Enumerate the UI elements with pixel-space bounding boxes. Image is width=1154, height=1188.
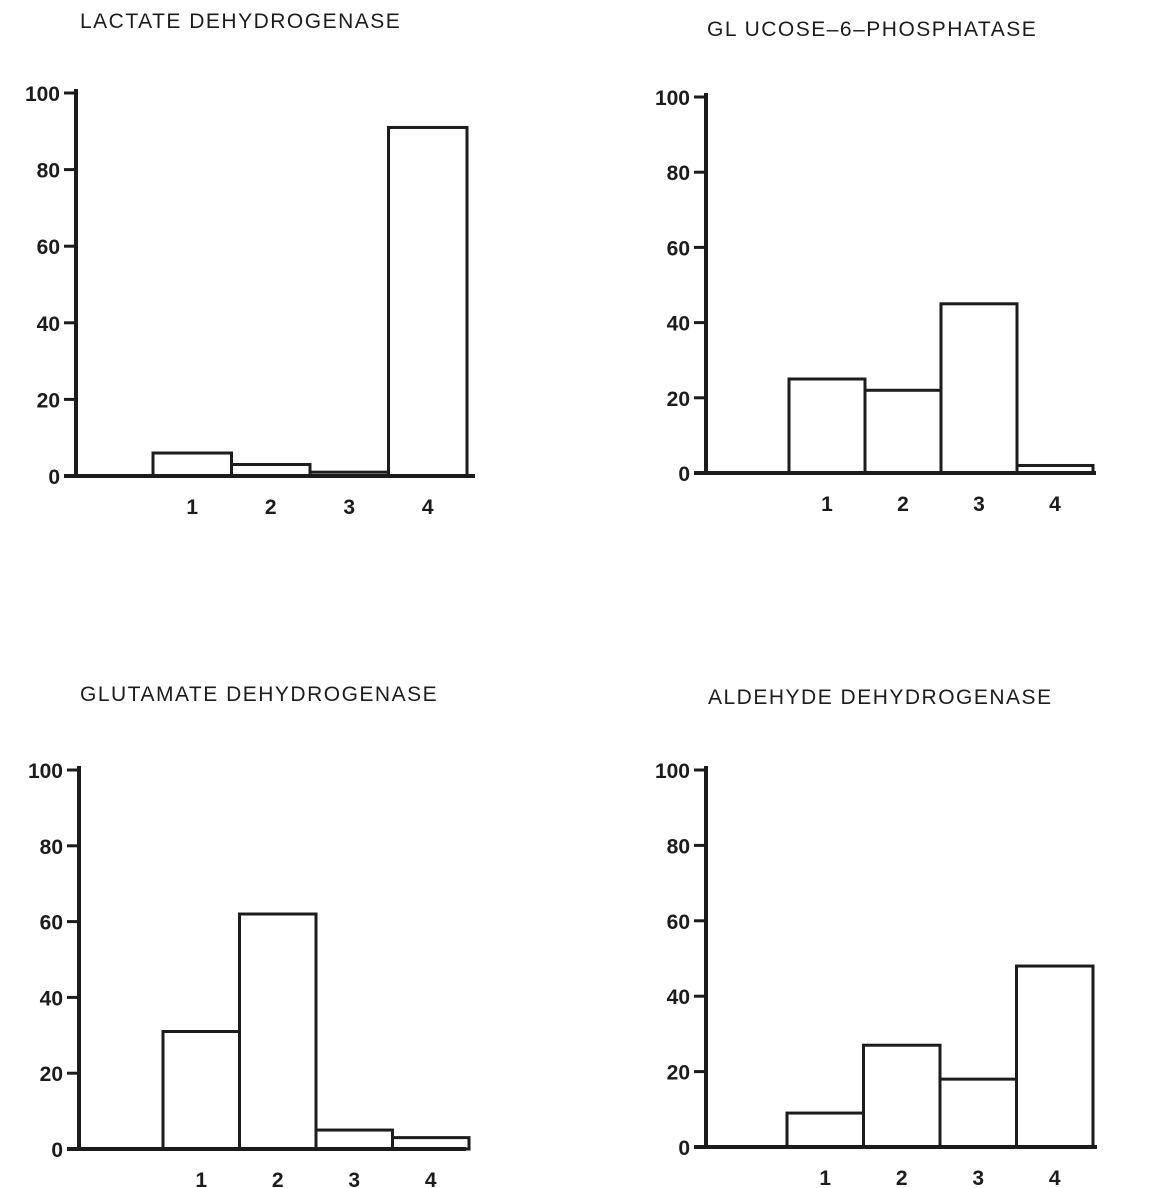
bar-3 (938, 1077, 1018, 1149)
y-tick-label: 0 (51, 1139, 63, 1162)
bar-1 (151, 451, 233, 478)
x-category-label: 1 (195, 1169, 207, 1188)
y-tick-label: 20 (40, 1063, 63, 1086)
y-tick-label: 20 (667, 388, 690, 411)
y-tick-label: 100 (28, 760, 63, 783)
x-category-label: 3 (972, 1167, 984, 1188)
x-category-label: 2 (896, 1167, 908, 1188)
x-category-label: 1 (186, 496, 198, 519)
y-tick-label: 100 (25, 83, 60, 106)
x-category-label: 4 (422, 496, 434, 519)
x-category-label: 3 (973, 493, 985, 516)
x-category-label: 2 (897, 493, 909, 516)
y-tick-label: 80 (667, 162, 690, 185)
y-tick-label: 40 (667, 313, 690, 336)
bar-3 (939, 302, 1019, 475)
y-tick-label: 60 (40, 912, 63, 935)
plot-area: 0 20 40 60 80 100 1 2 3 4 (655, 87, 1096, 516)
y-tick-label: 80 (40, 836, 63, 859)
bar-4 (387, 125, 469, 478)
x-category-label: 4 (425, 1169, 437, 1188)
x-category-label: 1 (821, 493, 833, 516)
chart-title: GL UCOSE–6–PHOSPHATASE (707, 18, 1037, 41)
y-tick-label: 0 (678, 1137, 690, 1160)
bar-2 (238, 912, 318, 1151)
y-tick-label: 100 (655, 87, 690, 110)
y-tick-label: 80 (37, 160, 60, 183)
chart-title: ALDEHYDE DEHYDROGENASE (708, 686, 1053, 709)
y-tick-label: 100 (655, 760, 690, 783)
plot-area: 0 20 40 60 80 100 1 2 3 4 (28, 760, 471, 1188)
bar-1 (785, 1111, 865, 1149)
chart-panel-glucose-6-phosphatase: GL UCOSE–6–PHOSPHATASE 0 20 40 60 80 100 1 2 3 4 (655, 18, 1096, 516)
x-category-label: 4 (1049, 493, 1061, 516)
x-category-label: 2 (272, 1169, 284, 1188)
chart-panel-lactate-dehydrogenase: LACTATE DEHYDROGENASE 0 20 40 60 80 100 1 2 3 4 (25, 10, 475, 519)
y-tick-label: 60 (667, 237, 690, 260)
y-tick-label: 40 (667, 986, 690, 1009)
y-tick-label: 20 (667, 1062, 690, 1085)
x-category-label: 1 (819, 1167, 831, 1188)
y-tick-label: 80 (667, 835, 690, 858)
x-category-label: 3 (348, 1169, 360, 1188)
y-tick-label: 0 (48, 466, 60, 489)
plot-area: 0 20 40 60 80 100 1 2 3 4 (25, 83, 475, 519)
chart-title: GLUTAMATE DEHYDROGENASE (80, 683, 438, 706)
x-category-label: 2 (265, 496, 277, 519)
chart-panel-aldehyde-dehydrogenase: ALDEHYDE DEHYDROGENASE 0 20 40 60 80 100 1 2 3 4 (655, 686, 1097, 1188)
y-tick-label: 40 (40, 987, 63, 1010)
y-tick-label: 60 (667, 911, 690, 934)
y-tick-label: 20 (37, 389, 60, 412)
bar-2 (862, 1043, 942, 1149)
bar-1 (161, 1030, 241, 1151)
bar-1 (787, 377, 867, 475)
bar-2 (863, 388, 943, 475)
x-category-label: 3 (343, 496, 355, 519)
bar-4 (1015, 964, 1095, 1149)
x-category-label: 4 (1049, 1167, 1061, 1188)
y-tick-label: 0 (678, 463, 690, 486)
bar-3 (314, 1128, 394, 1151)
chart-title: LACTATE DEHYDROGENASE (80, 10, 401, 33)
plot-area: 0 20 40 60 80 100 1 2 3 4 (655, 760, 1097, 1188)
y-tick-label: 40 (37, 313, 60, 336)
y-tick-label: 60 (37, 236, 60, 259)
chart-panel-glutamate-dehydrogenase: GLUTAMATE DEHYDROGENASE 0 20 40 60 80 100 1 2 3 4 (28, 683, 471, 1188)
